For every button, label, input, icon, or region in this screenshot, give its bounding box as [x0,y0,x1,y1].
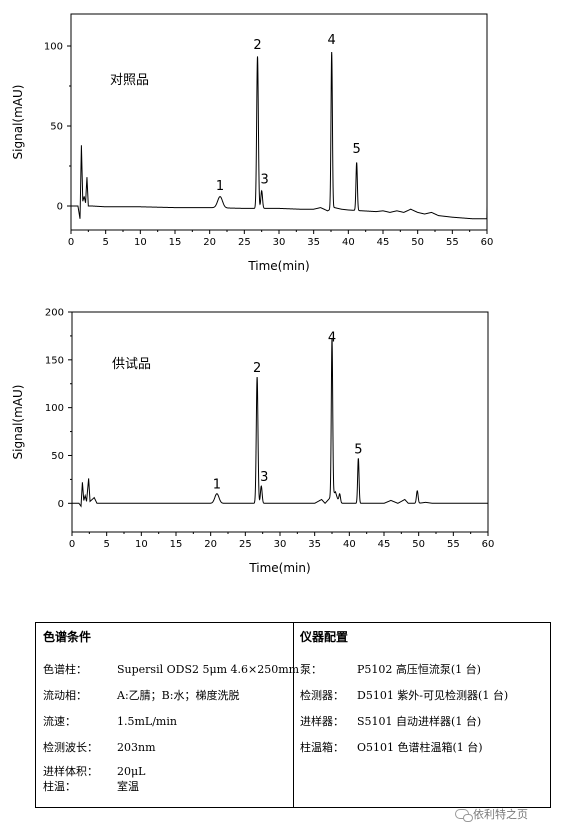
signal-trace [72,338,488,508]
condition-key: 柱温： [43,780,76,793]
plot-frame [71,311,489,533]
x-tick-label: 50 [411,237,424,248]
condition-key: 进样体积： [43,765,98,778]
y-axis-label: Signal(mAU) [11,385,25,460]
signal-trace [71,52,488,220]
instrument-value: O5101 色谱柱温箱(1 台) [357,741,483,754]
x-tick-label: 10 [135,539,148,550]
wechat-icon [455,809,473,822]
chromatogram-reference: 0 5 10 15 20 25 30 35 40 45 50 55 60050100Time(min)S… [11,13,494,273]
watermark: 依利特之页 [455,806,528,822]
condition-key: 流速： [43,715,76,728]
peak-label: 1 [216,179,224,194]
x-tick-label: 10 [134,237,147,248]
instrument-value: P5102 高压恒流泵(1 台) [357,663,481,676]
condition-key: 流动相： [43,689,87,702]
x-tick-label: 15 [170,539,183,550]
condition-value: A:乙腈；B:水；梯度洗脱 [117,689,240,702]
instrument-key: 进样器： [300,715,344,728]
chromatogram-sample: 0 5 10 15 20 25 30 35 40 45 50 55 60050100150200Time… [11,308,495,576]
instrument-row: 柱温箱： O5101 色谱柱温箱(1 台) [300,740,544,755]
instrument-heading: 仪器配置 [300,630,349,644]
y-tick-label: 50 [51,451,64,462]
condition-row: 进样体积： 20μL [43,764,287,779]
x-tick-label: 30 [273,237,286,248]
x-tick-label: 55 [447,539,460,550]
x-tick-label: 50 [412,539,425,550]
x-tick-label: 45 [377,237,390,248]
x-tick-label: 20 [204,539,217,550]
y-tick-label: 200 [45,308,64,319]
instrument-row: 泵： P5102 高压恒流泵(1 台) [300,662,544,677]
peak-label: 3 [260,470,268,485]
instrument-value: D5101 紫外-可见检测器(1 台) [357,689,509,702]
peak-label: 3 [261,172,269,187]
x-tick-label: 5 [102,237,108,248]
instrument-key: 泵： [300,663,322,676]
x-tick-label: 40 [343,539,356,550]
peak-label: 2 [253,361,261,376]
condition-row: 柱温： 室温 [43,779,287,794]
instrument-value: S5101 自动进样器(1 台) [357,715,482,728]
x-tick-label: 0 [68,237,74,248]
condition-key: 检测波长： [43,741,98,754]
instrument-key: 检测器： [300,689,344,702]
chart-sample-label: 对照品 [110,73,149,88]
y-tick-label: 0 [57,202,63,213]
watermark-text: 依利特之页 [473,808,528,821]
x-tick-label: 30 [274,539,287,550]
condition-row: 检测波长： 203nm [43,740,287,755]
x-axis-label: Time(min) [247,259,309,273]
x-tick-label: 25 [238,237,251,248]
x-tick-label: 15 [169,237,182,248]
x-axis-label: Time(min) [248,561,310,575]
chart-sample-label: 供试品 [112,357,151,372]
chromatography-conditions: 色谱条件 色谱柱： Supersil ODS2 5μm 4.6×250mm 流动相… [36,623,299,807]
x-tick-label: 0 [69,539,75,550]
peak-label: 4 [328,33,336,48]
y-tick-label: 100 [45,403,64,414]
x-tick-label: 45 [378,539,391,550]
condition-row: 色谱柱： Supersil ODS2 5μm 4.6×250mm [43,662,299,677]
instrument-configuration: 仪器配置 泵： P5102 高压恒流泵(1 台) 检测器： D5101 紫外-可见检… [294,623,550,807]
x-tick-label: 35 [307,237,320,248]
x-tick-label: 20 [203,237,216,248]
condition-row: 流速： 1.5mL/min [43,714,287,729]
peak-label: 2 [253,38,261,53]
x-tick-label: 60 [481,237,494,248]
y-tick-label: 150 [45,355,64,366]
x-tick-label: 5 [103,539,109,550]
x-tick-label: 35 [308,539,321,550]
x-tick-label: 25 [239,539,252,550]
x-tick-label: 60 [482,539,495,550]
x-tick-label: 40 [342,237,355,248]
condition-value: Supersil ODS2 5μm 4.6×250mm [117,663,300,676]
y-tick-label: 0 [58,499,64,510]
peak-label: 5 [354,442,362,457]
x-tick-label: 55 [446,237,459,248]
condition-row: 流动相： A:乙腈；B:水；梯度洗脱 [43,688,287,703]
instrument-row: 进样器： S5101 自动进样器(1 台) [300,714,544,729]
condition-value: 室温 [117,780,139,793]
conditions-table: 色谱条件 色谱柱： Supersil ODS2 5μm 4.6×250mm 流动相… [35,622,551,808]
conditions-heading: 色谱条件 [43,630,92,644]
peak-label: 5 [353,142,361,157]
peak-label: 1 [213,478,221,493]
plot-frame [70,13,488,231]
peak-label: 4 [328,330,336,345]
instrument-key: 柱温箱： [300,741,344,754]
condition-value: 1.5mL/min [117,715,177,728]
y-axis-label: Signal(mAU) [11,85,25,160]
condition-value: 203nm [117,741,156,754]
condition-key: 色谱柱： [43,663,87,676]
y-tick-label: 50 [50,122,63,133]
condition-value: 20μL [117,765,146,778]
y-tick-label: 100 [44,42,63,53]
instrument-row: 检测器： D5101 紫外-可见检测器(1 台) [300,688,544,703]
